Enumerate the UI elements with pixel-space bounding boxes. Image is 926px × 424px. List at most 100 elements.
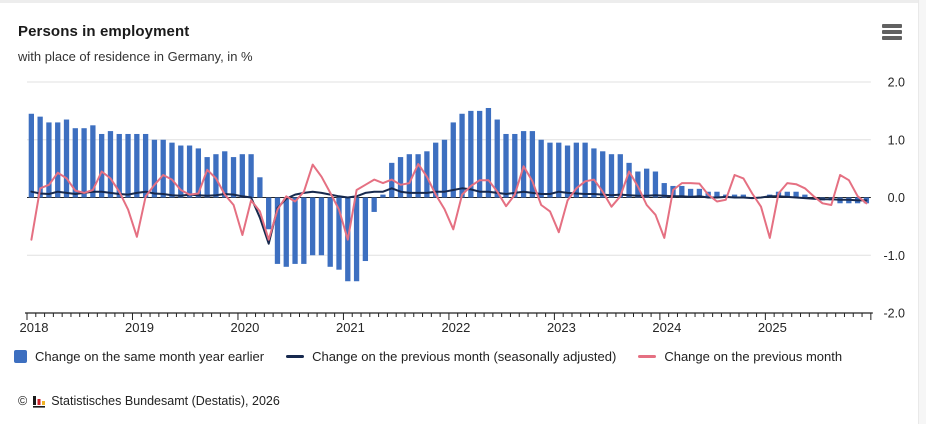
bar[interactable] [380, 194, 386, 198]
copyright-symbol: © [18, 394, 28, 408]
bar[interactable] [600, 151, 606, 198]
bar[interactable] [28, 113, 34, 198]
scrollbar[interactable] [918, 0, 926, 424]
bar[interactable] [248, 154, 254, 198]
bar[interactable] [274, 197, 281, 264]
y-axis-tick-label: -2.0 [883, 307, 905, 321]
x-axis-year-label: 2022 [441, 320, 470, 335]
bar[interactable] [459, 113, 465, 198]
bar[interactable] [257, 177, 263, 198]
bar[interactable] [626, 162, 632, 198]
bar[interactable] [485, 107, 492, 198]
bar[interactable] [318, 197, 325, 256]
bar[interactable] [652, 171, 659, 198]
bar[interactable] [441, 139, 448, 198]
bar[interactable] [151, 139, 158, 198]
bar[interactable] [336, 197, 342, 270]
bar[interactable] [230, 157, 237, 198]
bar[interactable] [239, 154, 245, 198]
bar[interactable] [283, 197, 289, 267]
bar[interactable] [617, 154, 623, 198]
bar[interactable] [292, 197, 298, 264]
source-line: © Statistisches Bundesamt (Destatis), 20… [18, 394, 280, 408]
bar[interactable] [116, 133, 122, 198]
bar[interactable] [503, 133, 509, 198]
bar[interactable] [802, 194, 808, 198]
bar[interactable] [204, 157, 210, 198]
bar[interactable] [608, 154, 615, 198]
bar[interactable] [494, 119, 500, 198]
bar[interactable] [186, 145, 193, 198]
bar[interactable] [81, 128, 87, 198]
bar[interactable] [784, 191, 790, 198]
bar[interactable] [195, 148, 202, 198]
bar[interactable] [424, 151, 430, 198]
bar[interactable] [644, 168, 650, 198]
bar[interactable] [37, 116, 43, 198]
bar[interactable] [125, 133, 131, 198]
bar[interactable] [564, 145, 571, 198]
bar[interactable] [793, 191, 799, 198]
bar[interactable] [406, 154, 412, 198]
y-axis-tick-label: 0.0 [888, 191, 905, 205]
legend-item-yoy-change[interactable]: Change on the same month year earlier [14, 349, 264, 364]
bar[interactable] [353, 197, 360, 282]
legend-item-mom-change[interactable]: Change on the previous month [638, 349, 842, 364]
bar[interactable] [520, 131, 527, 198]
bar[interactable] [529, 131, 536, 198]
bar[interactable] [309, 197, 316, 256]
bar[interactable] [450, 122, 456, 198]
bar[interactable] [468, 110, 474, 198]
legend-item-mom-seasonally-adjusted[interactable]: Change on the previous month (seasonally… [286, 349, 616, 364]
bar[interactable] [661, 183, 667, 198]
bar[interactable] [538, 139, 544, 198]
bar[interactable] [731, 194, 738, 198]
bar[interactable] [591, 148, 597, 198]
bar[interactable] [679, 185, 685, 198]
bar[interactable] [415, 154, 421, 198]
bar[interactable] [740, 194, 746, 198]
bar[interactable] [362, 197, 369, 262]
bar[interactable] [63, 119, 70, 198]
bar[interactable] [433, 142, 439, 198]
employment-chart: 2018 2019 2020 2021 2022 2023 2024 2025 2.0 1.0 0.… [0, 60, 926, 350]
bar[interactable] [169, 142, 175, 198]
bar[interactable] [266, 197, 272, 230]
destatis-logo-icon [33, 396, 46, 408]
bar[interactable] [134, 133, 140, 198]
bar[interactable] [573, 142, 579, 198]
bar[interactable] [696, 188, 703, 198]
bar[interactable] [213, 154, 219, 198]
bar[interactable] [582, 142, 588, 198]
x-axis-year-label: 2018 [20, 320, 49, 335]
x-axis-year-label: 2023 [547, 320, 576, 335]
bar[interactable] [99, 133, 105, 198]
chart-menu-button[interactable] [880, 20, 906, 44]
bar[interactable] [327, 197, 333, 267]
bar[interactable] [371, 197, 377, 212]
top-border [0, 0, 926, 3]
bar[interactable] [222, 151, 228, 198]
bar[interactable] [556, 142, 562, 198]
bar[interactable] [714, 191, 720, 198]
previous-month-line[interactable] [30, 163, 868, 241]
bar[interactable] [46, 122, 52, 198]
bar[interactable] [160, 139, 166, 198]
chart-canvas: 2018 2019 2020 2021 2022 2023 2024 2025 2.0 1.0 0.… [20, 76, 906, 336]
bar[interactable] [142, 133, 149, 198]
bar[interactable] [301, 197, 307, 264]
bar[interactable] [178, 145, 184, 198]
adjusted-line-series-marker [286, 355, 305, 358]
bar[interactable] [55, 122, 61, 198]
x-axis-year-label: 2024 [652, 320, 681, 335]
x-axis-year-label: 2025 [758, 320, 787, 335]
bar[interactable] [90, 125, 96, 198]
bar[interactable] [107, 131, 114, 198]
page-subtitle: with place of residence in Germany, in % [18, 49, 253, 64]
bar[interactable] [397, 157, 404, 198]
bar[interactable] [476, 110, 483, 198]
bar[interactable] [512, 133, 518, 198]
bar[interactable] [687, 188, 694, 198]
bar[interactable] [547, 142, 553, 198]
bar[interactable] [72, 128, 78, 198]
